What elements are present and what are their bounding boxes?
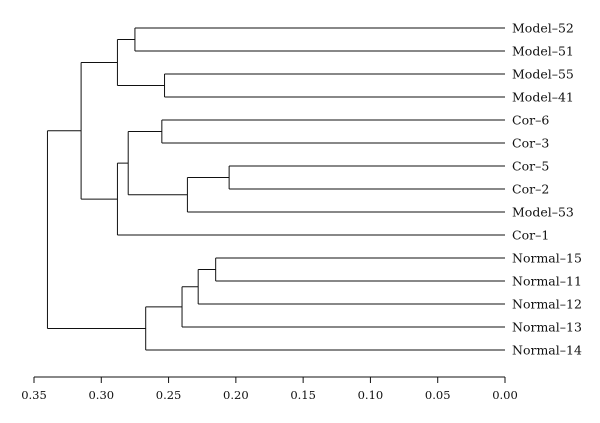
leaf-label-model-55: Model–55 <box>512 67 574 82</box>
leaf-label-model-52: Model–52 <box>512 21 574 36</box>
x-tick-label: 0.35 <box>21 388 47 402</box>
leaf-label-cor-1: Cor–1 <box>512 228 549 243</box>
leaf-labels: Model–52 Model–51 Model–55 Model–41 Cor–6 Cor… <box>512 21 582 358</box>
leaf-label-cor-5: Cor–5 <box>512 159 549 174</box>
x-tick-label: 0.20 <box>223 388 249 402</box>
leaf-label-cor-3: Cor–3 <box>512 136 549 151</box>
leaf-label-normal-15: Normal–15 <box>512 251 582 266</box>
x-tick-label: 0.25 <box>156 388 182 402</box>
x-tick-label: 0.15 <box>290 388 316 402</box>
leaf-label-cor-6: Cor–6 <box>512 113 549 128</box>
x-axis-ticks: 0.35 0.30 0.25 0.20 0.15 0.10 0.05 0.00 <box>21 377 518 402</box>
leaf-label-normal-13: Normal–13 <box>512 320 582 335</box>
leaf-label-normal-14: Normal–14 <box>512 343 582 358</box>
dendrogram-branches <box>46 27 505 351</box>
x-tick-label: 0.10 <box>358 388 384 402</box>
leaf-label-model-53: Model–53 <box>512 205 574 220</box>
x-axis: 0.35 0.30 0.25 0.20 0.15 0.10 0.05 0.00 <box>21 376 518 402</box>
leaf-label-normal-11: Normal–11 <box>512 274 582 289</box>
x-tick-label: 0.00 <box>492 388 518 402</box>
leaf-label-model-51: Model–51 <box>512 44 574 59</box>
leaf-label-model-41: Model–41 <box>512 90 574 105</box>
x-tick-label: 0.05 <box>425 388 451 402</box>
x-tick-label: 0.30 <box>88 388 114 402</box>
leaf-label-normal-12: Normal–12 <box>512 297 582 312</box>
leaf-label-cor-2: Cor–2 <box>512 182 549 197</box>
